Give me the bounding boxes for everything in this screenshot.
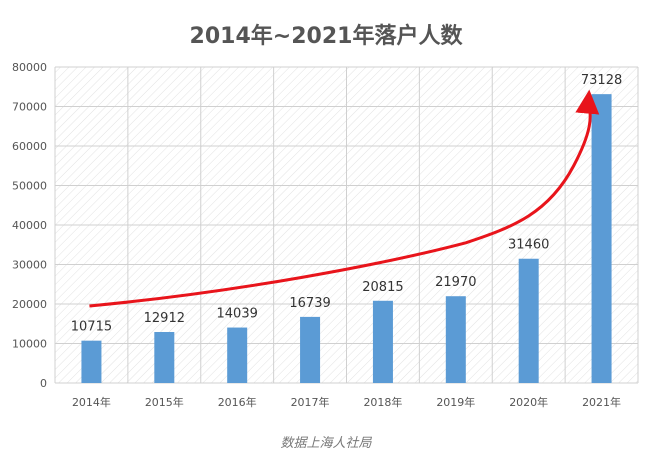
y-tick-label: 10000: [12, 338, 47, 351]
bar: [81, 340, 102, 383]
data-labels: 10715 12912 14039 16739 20815 21970 31460 73128: [71, 73, 622, 335]
bar: [154, 331, 175, 383]
chart-title: 2014年~2021年落户人数: [190, 23, 464, 49]
data-label: 21970: [435, 275, 476, 290]
y-tick-label: 20000: [12, 298, 47, 311]
data-label: 12912: [144, 311, 185, 326]
x-tick-label: 2016年: [218, 395, 257, 409]
y-tick-label: 70000: [12, 101, 47, 114]
x-axis: 2014年 2015年 2016年 2017年 2018年 2019年 2020年 2021年: [72, 395, 621, 409]
x-tick-label: 2018年: [363, 395, 402, 409]
bar: [518, 258, 539, 383]
x-tick-label: 2019年: [436, 395, 475, 409]
gridlines: [54, 66, 639, 384]
y-tick-label: 0: [40, 377, 47, 390]
trend-arrow: [89, 89, 600, 308]
data-label: 20815: [362, 280, 403, 295]
x-tick-label: 2021年: [582, 395, 621, 409]
data-label: 73128: [581, 73, 622, 88]
y-tick-label: 60000: [12, 140, 47, 153]
y-tick-label: 40000: [12, 219, 47, 232]
y-tick-label: 80000: [12, 61, 47, 74]
data-label: 14039: [217, 307, 258, 322]
y-axis: 0 10000 20000 30000 40000 50000 60000 70000 8000…: [12, 61, 47, 390]
bar: [591, 94, 612, 383]
x-tick-label: 2017年: [291, 395, 330, 409]
source-note: 数据上海人社局: [280, 436, 372, 451]
data-label: 31460: [508, 238, 549, 253]
bar: [227, 327, 248, 383]
data-label: 16739: [289, 296, 330, 311]
y-tick-label: 50000: [12, 180, 47, 193]
x-tick-label: 2020年: [509, 395, 548, 409]
bar: [300, 316, 321, 383]
bar: [445, 296, 466, 383]
data-label: 10715: [71, 320, 112, 335]
bars: [81, 94, 612, 383]
bar: [372, 300, 393, 383]
y-tick-label: 30000: [12, 259, 47, 272]
x-tick-label: 2015年: [145, 395, 184, 409]
x-tick-label: 2014年: [72, 395, 111, 409]
